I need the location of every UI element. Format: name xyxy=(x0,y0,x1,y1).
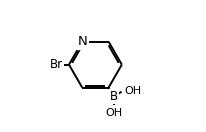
Text: N: N xyxy=(77,35,87,48)
Text: OH: OH xyxy=(124,86,141,96)
Text: B: B xyxy=(110,90,118,103)
Text: Br: Br xyxy=(50,58,63,71)
Text: OH: OH xyxy=(105,108,122,118)
